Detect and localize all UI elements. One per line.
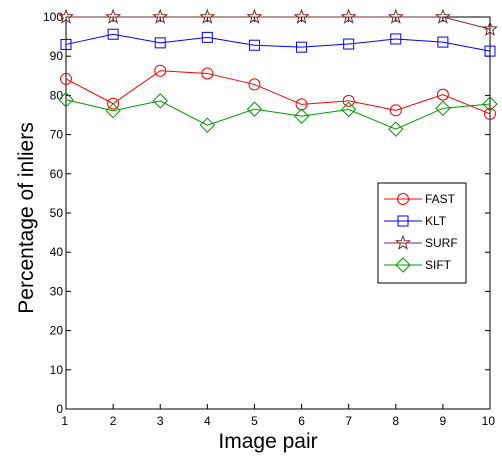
y-tick-label: 0 [56,402,63,416]
legend-item-sift: SIFT [384,257,452,273]
data-point-fast [60,72,72,85]
data-point-fast [154,64,167,77]
data-point-sift [293,108,310,124]
series-fast [60,64,496,120]
legend-item-fast: FAST [384,192,456,206]
y-tick-label: 60 [50,167,64,181]
series-klt [60,28,496,57]
data-point-klt [437,36,449,48]
legend-label: SIFT [425,258,452,272]
data-point-surf [340,8,357,24]
x-tick-label: 3 [157,414,164,428]
data-point-klt [107,28,119,40]
data-point-surf [246,8,263,24]
legend-marker-fast [397,193,409,205]
y-tick-label: 50 [50,206,64,220]
x-tick-label: 10 [482,414,496,428]
data-point-surf [434,8,451,24]
y-tick-label: 90 [50,49,64,63]
series-line-surf [66,16,491,30]
data-point-klt [60,38,72,50]
x-tick-label: 8 [392,414,399,428]
x-tick-label: 6 [298,414,305,428]
y-tick-label: 10 [50,363,64,377]
x-tick-label: 4 [204,414,211,428]
series-sift [58,92,498,137]
data-point-sift [246,101,263,117]
data-point-surf [152,8,169,24]
legend-box [377,182,467,284]
data-point-sift [58,92,74,108]
data-point-sift [152,93,168,109]
y-tick-label: 70 [50,128,64,142]
legend-marker-surf [394,234,412,250]
data-point-klt [201,31,213,43]
data-point-fast [436,88,449,101]
data-point-surf [57,8,75,24]
y-axis-title: Percentage of inliers [15,122,38,313]
data-point-fast [342,94,355,107]
legend-marker-sift [395,257,411,273]
series-line-sift [65,99,491,130]
data-point-sift [199,117,216,133]
data-point-surf [481,20,499,36]
y-tick-label: 80 [50,88,64,102]
data-point-sift [105,102,121,119]
data-point-fast [201,67,214,80]
data-point-fast [389,104,402,117]
data-point-fast [295,98,308,111]
series-surf [57,8,499,36]
data-point-fast [107,97,120,110]
legend-item-surf: SURF [384,234,458,250]
data-point-surf [293,8,310,24]
data-point-fast [484,107,496,120]
legend-item-klt: KLT [384,214,447,228]
data-point-klt [343,38,355,50]
axes: 0 10 20 30 40 50 60 70 80 90 100 1 2 3 4 5 6 7 8 9 10 Image p… [15,10,495,453]
y-tick-label: 30 [50,284,64,298]
data-point-sift [482,96,498,112]
data-point-sift [435,100,451,117]
data-point-klt [296,41,308,53]
data-point-sift [340,101,357,118]
y-tick-label: 40 [50,245,64,259]
data-point-klt [154,37,166,49]
legend-label: KLT [425,214,447,228]
data-point-surf [199,8,216,24]
x-tick-label: 9 [440,414,447,428]
legend: FAST KLT SURF SIFT [377,182,467,284]
legend-label: SURF [425,236,458,250]
legend-label: FAST [425,192,456,206]
x-tick-label: 2 [110,414,117,428]
data-point-fast [248,78,261,91]
y-tick-label: 100 [43,10,63,24]
series-line-klt [65,33,491,52]
x-axis-title: Image pair [218,430,317,453]
data-point-klt [390,33,402,45]
x-tick-label: 7 [345,414,352,428]
x-tick-label: 5 [251,414,258,428]
x-tick-label: 1 [61,414,68,428]
data-point-klt [248,39,260,51]
data-point-surf [387,8,404,24]
y-tick-label: 20 [50,324,64,338]
series-line-fast [65,70,491,115]
data-point-surf [105,8,122,24]
data-point-klt [484,45,496,57]
plot-series [57,8,499,137]
legend-marker-klt [397,215,409,227]
data-point-sift [388,121,404,137]
